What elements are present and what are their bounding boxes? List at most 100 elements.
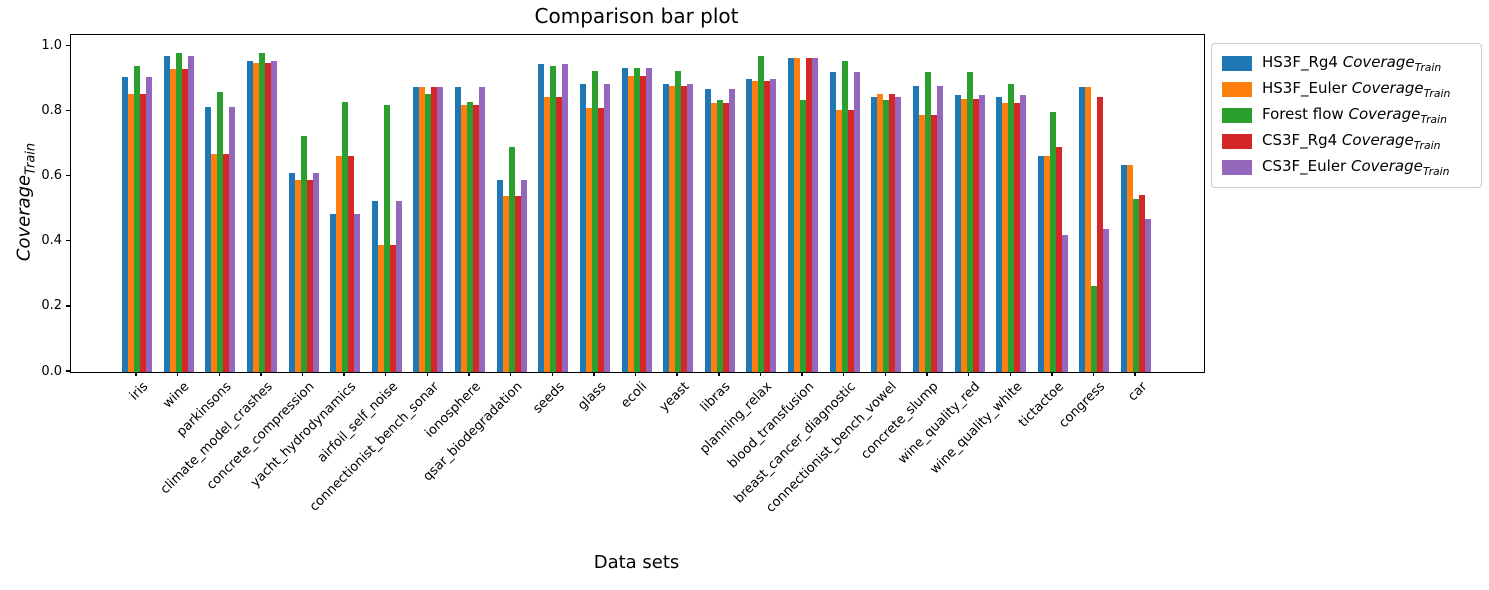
bar-HS3F_Euler-qsar_biodegradation <box>502 196 509 372</box>
x-tick-label-yeast: yeast <box>656 379 693 416</box>
x-tick-label-glass: glass <box>574 379 609 414</box>
bar-Forest flow-wine_quality_white <box>1008 83 1015 372</box>
x-tick-mark <box>1051 372 1053 376</box>
bar-Forest flow-ecoli <box>633 67 640 372</box>
legend-swatch <box>1222 159 1252 175</box>
legend-swatch <box>1222 56 1252 72</box>
bar-Forest flow-wine_quality_red <box>966 72 973 372</box>
bar-HS3F_Euler-iris <box>128 93 134 372</box>
bar-HS3F_Rg4-yacht_hydrodynamics <box>330 214 337 372</box>
bar-HS3F_Rg4-ecoli <box>621 67 628 372</box>
bar-HS3F_Rg4-congress <box>1079 87 1086 372</box>
bar-CS3F_Euler-connectionist_bench_sonar <box>437 87 444 372</box>
x-tick-label-seeds: seeds <box>529 379 568 417</box>
x-axis-label: Data sets <box>593 552 680 573</box>
x-tick-mark <box>1134 372 1136 376</box>
bar-CS3F_Rg4-planning_relax <box>764 80 771 372</box>
bar-Forest flow-iris <box>134 65 140 372</box>
bar-HS3F_Euler-wine <box>169 69 176 372</box>
x-tick-label-wine: wine <box>160 379 193 412</box>
bar-HS3F_Euler-libras <box>710 103 717 372</box>
y-tick-label: 0.4 <box>41 233 62 249</box>
bar-HS3F_Rg4-ionosphere <box>455 87 462 372</box>
bar-CS3F_Rg4-parkinsons <box>223 153 230 372</box>
x-tick-mark <box>509 372 512 376</box>
x-tick-mark <box>676 372 678 376</box>
x-tick-mark <box>1092 372 1095 376</box>
bar-CS3F_Euler-connectionist_bench_vowel <box>895 96 902 372</box>
bar-CS3F_Euler-libras <box>728 88 735 372</box>
bar-HS3F_Euler-concrete_compression <box>294 179 301 372</box>
y-axis-label-metric: Coverage <box>13 174 35 262</box>
x-tick-mark <box>967 372 970 376</box>
y-tick-mark <box>66 240 70 242</box>
bar-Forest flow-breast_cancer_diagnostic <box>841 61 848 372</box>
bar-Forest flow-connectionist_bench_vowel <box>883 100 890 372</box>
bar-Forest flow-tictactoe <box>1049 111 1056 372</box>
bar-HS3F_Euler-glass <box>585 108 592 372</box>
y-tick-mark <box>66 174 70 177</box>
bar-Forest flow-yeast <box>675 70 682 372</box>
legend-label: HS3F_Euler CoverageTrain <box>1262 79 1451 101</box>
bar-HS3F_Rg4-airfoil_self_noise <box>371 201 378 372</box>
legend-item-HS3F_Rg4: HS3F_Rg4 CoverageTrain <box>1222 51 1471 77</box>
x-tick-mark <box>884 372 887 376</box>
bar-CS3F_Rg4-yeast <box>681 85 688 372</box>
bar-HS3F_Rg4-connectionist_bench_vowel <box>871 96 878 372</box>
bar-CS3F_Rg4-qsar_biodegradation <box>514 196 521 372</box>
bar-HS3F_Rg4-breast_cancer_diagnostic <box>829 72 836 372</box>
bar-Forest flow-ionosphere <box>467 101 474 372</box>
bar-HS3F_Euler-parkinsons <box>211 153 218 372</box>
legend: HS3F_Rg4 CoverageTrain HS3F_Euler Coverag… <box>1211 43 1482 188</box>
bar-CS3F_Euler-parkinsons <box>229 106 236 372</box>
bar-Forest flow-seeds <box>550 65 557 372</box>
bar-HS3F_Rg4-parkinsons <box>205 106 212 372</box>
legend-swatch <box>1222 107 1252 123</box>
bar-CS3F_Rg4-ionosphere <box>473 105 480 372</box>
bar-Forest flow-congress <box>1091 285 1098 372</box>
bar-CS3F_Rg4-congress <box>1097 96 1104 372</box>
bar-HS3F_Euler-airfoil_self_noise <box>377 245 384 372</box>
x-tick-mark <box>551 372 553 376</box>
y-tick-mark <box>66 44 70 47</box>
bar-Forest flow-airfoil_self_noise <box>383 105 390 372</box>
bar-CS3F_Rg4-concrete_slump <box>930 114 937 372</box>
bar-CS3F_Euler-wine_quality_white <box>1020 95 1027 372</box>
bar-HS3F_Euler-congress <box>1085 87 1092 372</box>
bar-CS3F_Euler-yeast <box>687 83 694 372</box>
bar-HS3F_Euler-breast_cancer_diagnostic <box>835 109 842 372</box>
x-tick-mark <box>260 372 262 376</box>
y-tick-label: 0.0 <box>41 363 62 379</box>
x-tick-mark <box>426 372 429 376</box>
x-tick-mark <box>301 372 304 376</box>
bar-HS3F_Rg4-connectionist_bench_sonar <box>413 87 420 372</box>
bar-Forest flow-car <box>1133 199 1140 372</box>
bar-Forest flow-qsar_biodegradation <box>508 147 515 372</box>
bar-CS3F_Rg4-blood_transfusion <box>806 57 813 372</box>
x-tick-mark <box>634 372 637 376</box>
bar-CS3F_Rg4-yacht_hydrodynamics <box>348 155 355 372</box>
bar-Forest flow-glass <box>591 70 598 372</box>
bar-CS3F_Rg4-libras <box>722 103 729 372</box>
bar-HS3F_Euler-planning_relax <box>752 80 759 372</box>
bar-HS3F_Euler-connectionist_bench_sonar <box>419 87 426 372</box>
x-tick-label-ecoli: ecoli <box>618 379 651 412</box>
legend-label: CS3F_Euler CoverageTrain <box>1262 156 1450 178</box>
bar-HS3F_Rg4-concrete_compression <box>288 173 295 372</box>
bar-HS3F_Euler-ionosphere <box>461 105 468 372</box>
bar-Forest flow-concrete_slump <box>924 72 931 372</box>
bar-CS3F_Rg4-wine_quality_white <box>1014 103 1021 372</box>
legend-item-CS3F_Euler: CS3F_Euler CoverageTrain <box>1222 154 1471 180</box>
bar-CS3F_Rg4-climate_model_crashes <box>264 62 271 372</box>
bar-CS3F_Euler-airfoil_self_noise <box>395 201 402 372</box>
x-tick-mark <box>593 372 595 376</box>
bar-HS3F_Euler-ecoli <box>627 75 634 372</box>
bar-HS3F_Rg4-seeds <box>538 64 545 372</box>
bar-HS3F_Rg4-concrete_slump <box>912 85 919 372</box>
bar-CS3F_Euler-concrete_slump <box>936 85 943 372</box>
bar-HS3F_Rg4-glass <box>579 83 586 372</box>
x-tick-mark <box>759 372 762 376</box>
bar-HS3F_Rg4-wine_quality_red <box>954 95 961 372</box>
legend-swatch <box>1222 133 1252 149</box>
